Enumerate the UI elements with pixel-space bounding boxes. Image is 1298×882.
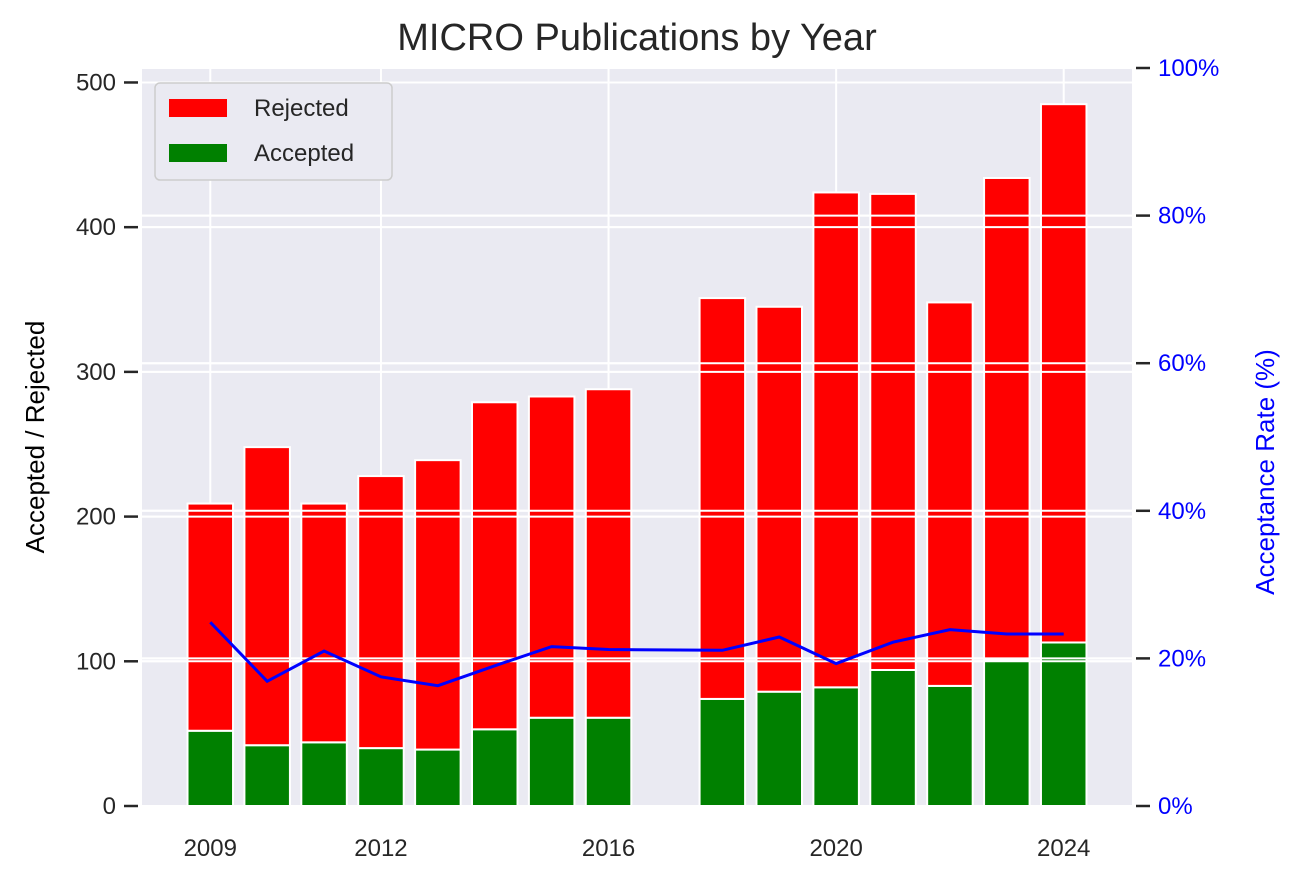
bar-accepted bbox=[926, 684, 974, 807]
bar-rejected bbox=[812, 191, 860, 689]
y2-tick-label: 40% bbox=[1158, 498, 1206, 525]
bar-accepted bbox=[698, 697, 747, 808]
bar-rejected bbox=[926, 301, 974, 687]
y2-tick-label: 60% bbox=[1158, 350, 1206, 377]
y-tick-label: 300 bbox=[76, 359, 116, 386]
y-tick-label: 0 bbox=[103, 793, 116, 820]
bar-accepted bbox=[812, 686, 860, 808]
y-tick-label: 500 bbox=[76, 69, 116, 96]
grid-overlay bbox=[142, 67, 1132, 663]
bar-accepted bbox=[300, 741, 348, 807]
bar-rejected bbox=[527, 395, 576, 719]
bar-accepted bbox=[869, 668, 917, 807]
bar-accepted bbox=[983, 658, 1031, 807]
legend-swatch-accepted bbox=[169, 144, 227, 162]
bar-accepted bbox=[755, 690, 804, 808]
acceptance-rate-line bbox=[209, 621, 1064, 688]
legend-label-rejected: Rejected bbox=[254, 95, 349, 122]
bar-rejected bbox=[414, 459, 462, 751]
bar-accepted bbox=[527, 716, 576, 808]
y2-tick-label: 20% bbox=[1158, 645, 1206, 672]
bar-rejected bbox=[300, 502, 348, 744]
x-tick-label: 2009 bbox=[184, 835, 237, 862]
bar-accepted bbox=[1039, 641, 1088, 808]
y-tick-label: 100 bbox=[76, 648, 116, 675]
bars bbox=[186, 103, 1088, 808]
legend-label-accepted: Accepted bbox=[254, 140, 354, 167]
y-axis-label: Accepted / Rejected bbox=[20, 321, 50, 554]
y2-tick-label: 100% bbox=[1158, 55, 1219, 82]
bar-rejected bbox=[983, 176, 1031, 661]
bar-accepted bbox=[414, 748, 462, 807]
bar-accepted bbox=[471, 728, 519, 808]
y2-axis-label: Acceptance Rate (%) bbox=[1250, 349, 1280, 595]
bar-rejected bbox=[1039, 103, 1088, 644]
y-tick-label: 200 bbox=[76, 504, 116, 531]
legend-swatch-rejected bbox=[169, 99, 227, 117]
bar-rejected bbox=[755, 305, 804, 693]
bar-accepted bbox=[186, 729, 235, 807]
x-tick-label: 2020 bbox=[809, 835, 862, 862]
bar-rejected bbox=[243, 446, 291, 747]
axes: 0 100 200 300 400 500 0% 20% 40% 60% 80% 100% 2009 20… bbox=[76, 55, 1219, 862]
bar-rejected bbox=[584, 388, 633, 719]
y-tick-label: 400 bbox=[76, 214, 116, 241]
x-tick-label: 2016 bbox=[582, 835, 635, 862]
x-tick-label: 2012 bbox=[354, 835, 407, 862]
bar-rejected bbox=[471, 401, 519, 731]
bar-rejected bbox=[698, 297, 747, 700]
bar-accepted bbox=[357, 747, 405, 808]
legend: Rejected Accepted bbox=[154, 82, 393, 181]
bar-rejected bbox=[186, 502, 235, 732]
bar-accepted bbox=[584, 716, 633, 808]
y2-tick-label: 80% bbox=[1158, 203, 1206, 230]
chart-title: MICRO Publications by Year bbox=[397, 17, 877, 59]
bar-rejected bbox=[869, 192, 917, 671]
x-tick-label: 2024 bbox=[1037, 835, 1090, 862]
y2-tick-label: 0% bbox=[1158, 793, 1193, 820]
bar-rejected bbox=[357, 475, 405, 750]
bar-accepted bbox=[243, 744, 291, 807]
